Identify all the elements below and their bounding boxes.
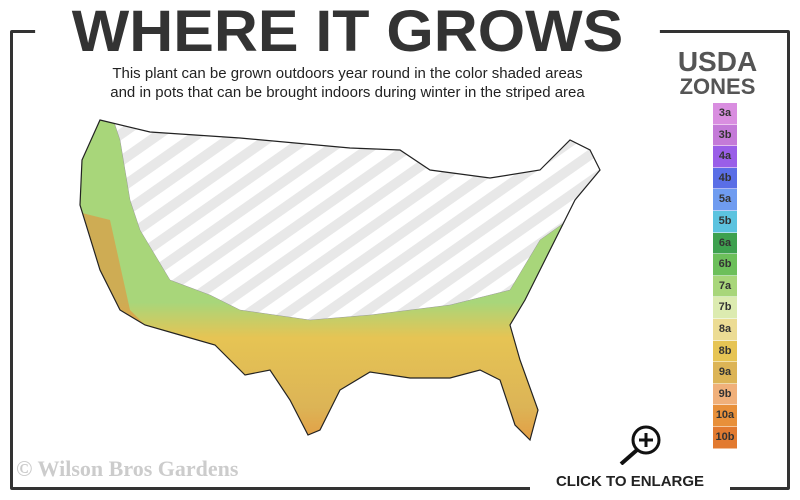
- click-to-enlarge-button[interactable]: CLICK TO ENLARGE: [530, 465, 730, 500]
- zone-swatch-9a: 9a: [713, 362, 737, 384]
- zone-swatch-10a: 10a: [713, 405, 737, 427]
- legend-title-usda: USDA: [677, 46, 758, 77]
- zone-list: 3a 3b 4a 4b 5a 5b 6a 6b 7a 7b 8a 8b 9a 9b 10a 10b: [713, 103, 737, 449]
- page-title: WHERE IT GROWS: [35, 0, 660, 64]
- zone-swatch-3b: 3b: [713, 124, 737, 147]
- zone-swatch-8b: 8b: [713, 340, 737, 363]
- zone-swatch-8a: 8a: [713, 318, 737, 341]
- subtitle-line-1: This plant can be grown outdoors year ro…: [112, 65, 583, 82]
- zone-swatch-5b: 5b: [713, 210, 737, 233]
- legend-title-zones: ZONES: [679, 74, 756, 99]
- copyright: © Wilson Bros Gardens: [16, 456, 239, 481]
- zone-swatch-3a: 3a: [713, 103, 737, 125]
- subtitle-line-2: and in pots that can be brought indoors …: [110, 84, 585, 101]
- zone-swatch-4a: 4a: [713, 146, 737, 168]
- zone-swatch-10b: 10b: [713, 426, 737, 449]
- usda-zone-map[interactable]: [70, 110, 610, 465]
- magnifier-plus-icon[interactable]: [618, 424, 664, 466]
- zone-swatch-7a: 7a: [713, 275, 737, 298]
- zone-swatch-6a: 6a: [713, 232, 737, 255]
- zone-swatch-9b: 9b: [713, 383, 737, 406]
- zone-swatch-7b: 7b: [713, 297, 737, 319]
- zone-swatch-4b: 4b: [713, 167, 737, 190]
- subtitle: This plant can be grown outdoors year ro…: [50, 64, 645, 102]
- zone-swatch-5a: 5a: [713, 189, 737, 211]
- zone-swatch-6b: 6b: [713, 254, 737, 276]
